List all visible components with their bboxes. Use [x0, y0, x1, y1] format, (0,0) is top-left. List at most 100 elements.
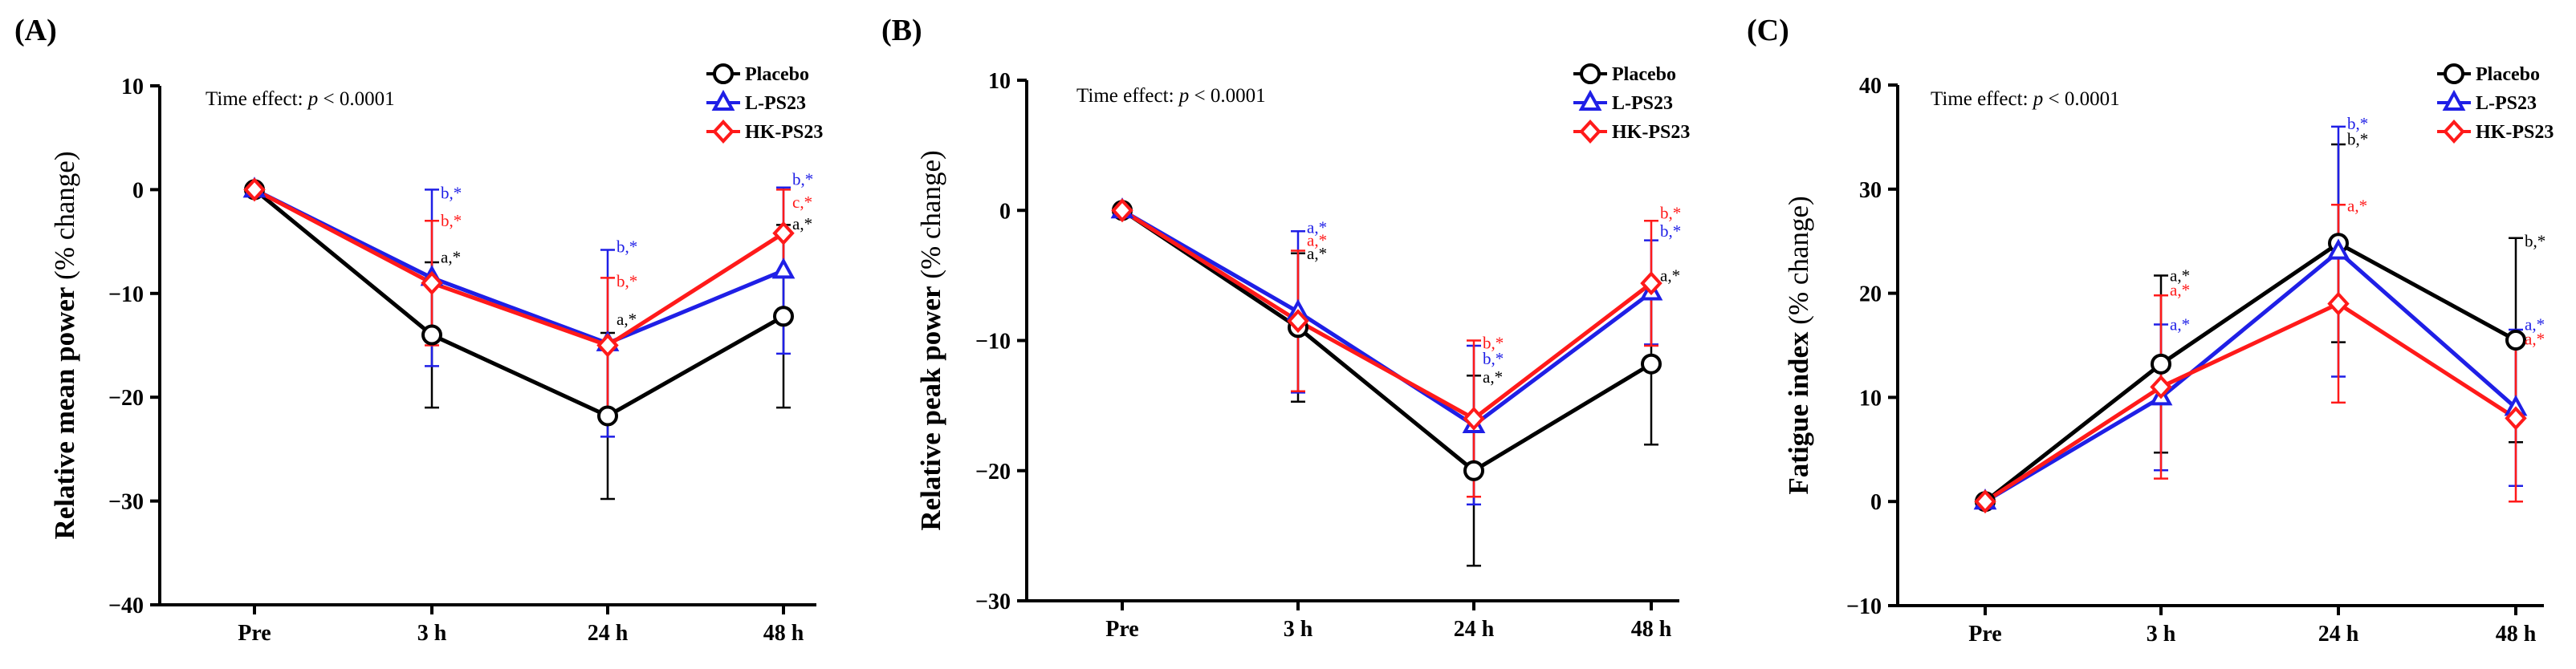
- significance-label: b,*: [617, 237, 637, 257]
- y-tick-label: 10: [988, 69, 1011, 94]
- significance-label: a,*: [1307, 217, 1327, 237]
- significance-label: a,*: [617, 310, 637, 329]
- significance-label: b,*: [617, 271, 637, 290]
- data-point-placebo: [597, 405, 618, 427]
- significance-label: b,*: [2347, 129, 2368, 148]
- data-point-placebo: [1463, 460, 1484, 481]
- data-point-hk-ps23: [243, 177, 266, 202]
- x-tick-label: Pre: [1105, 617, 1138, 642]
- significance-label: b,*: [1483, 334, 1504, 353]
- series-line-l-ps23: [253, 188, 784, 346]
- significance-label: a,*: [441, 248, 461, 267]
- significance-label: a,*: [2170, 315, 2190, 334]
- y-tick-label: −20: [975, 460, 1011, 485]
- legend-label: Placebo: [1612, 64, 1676, 85]
- series-line-placebo: [1121, 209, 1653, 473]
- series-line-placebo: [1984, 241, 2517, 504]
- y-axis-title-unit: (% change): [49, 152, 80, 287]
- legend-marker-circle-icon: [2444, 63, 2464, 84]
- legend: Placebo L-PS23 HK-PS23: [706, 63, 823, 144]
- series-line-placebo: [253, 188, 785, 418]
- panel-label: (A): [14, 14, 57, 47]
- errorbars-hk-ps23: [1291, 219, 1658, 498]
- data-point-l-ps23: [2326, 238, 2350, 260]
- time-effect-note: Time effect: p < 0.0001: [1931, 88, 2120, 110]
- time-effect-p: p: [307, 88, 319, 110]
- y-tick-label: 10: [121, 75, 144, 99]
- y-tick-label: −10: [108, 282, 144, 307]
- time-effect-value: < 0.0001: [318, 88, 394, 110]
- time-effect-note: Time effect: p < 0.0001: [1076, 85, 1266, 107]
- x-tick-label: 3 h: [2147, 622, 2176, 647]
- data-point-placebo: [773, 306, 794, 327]
- legend-marker-circle-icon: [713, 63, 734, 84]
- y-tick-label: 0: [1870, 490, 1882, 515]
- legend-label: Placebo: [745, 64, 809, 85]
- legend-marker-triangle-icon: [1578, 89, 1602, 111]
- significance-label: a,*: [2525, 315, 2545, 334]
- legend-marker-triangle-icon: [2442, 89, 2466, 111]
- data-point-hk-ps23: [421, 270, 443, 295]
- x-tick-label: 24 h: [1454, 617, 1495, 642]
- data-point-hk-ps23: [596, 333, 619, 358]
- series-line-hk-ps23: [1121, 209, 1653, 421]
- panel-label: (C): [1747, 14, 1789, 47]
- x-tick-label: 48 h: [763, 621, 804, 646]
- legend-marker-diamond-icon: [2443, 120, 2465, 144]
- legend-label: HK-PS23: [2476, 122, 2554, 143]
- y-axis-title-main: Relative mean power: [49, 287, 80, 540]
- series-line-hk-ps23: [253, 188, 785, 347]
- y-tick-label: 0: [999, 199, 1011, 224]
- panel-b: (B) 10 0 −10 −20 −30 Pre 3 h 24 h 48 h Relative pe…: [881, 14, 1690, 642]
- y-tick-label: −30: [975, 590, 1011, 614]
- y-axis-title: Relative peak power (% change): [915, 150, 946, 530]
- legend-marker-diamond-icon: [712, 120, 735, 144]
- legend-marker-triangle-icon: [711, 89, 735, 111]
- panel-c: (C) 40 30 20 10 0 −10 Pre 3 h 24 h 48 h Fatigue ind…: [1747, 14, 2554, 647]
- significance-label: a,*: [1307, 231, 1327, 250]
- data-point-placebo: [1641, 353, 1662, 375]
- y-tick-label: −40: [108, 594, 144, 618]
- y-tick-label: 40: [1859, 74, 1882, 99]
- data-point-hk-ps23: [1640, 271, 1662, 296]
- significance-label: a,*: [2525, 330, 2545, 349]
- panel-label: (B): [881, 14, 922, 47]
- data-point-hk-ps23: [772, 221, 795, 245]
- time-effect-p: p: [1178, 85, 1190, 107]
- legend-label: L-PS23: [1612, 93, 1673, 114]
- data-point-placebo: [2151, 353, 2171, 375]
- significance-label: a,*: [1483, 367, 1503, 387]
- x-tick-label: 48 h: [1631, 617, 1672, 642]
- x-tick-label: 3 h: [417, 621, 447, 646]
- series-line-l-ps23: [1121, 209, 1653, 428]
- time-effect-prefix: Time effect:: [206, 88, 308, 110]
- y-axis-title-main: Relative peak power: [915, 286, 946, 530]
- legend-label: HK-PS23: [745, 122, 823, 143]
- significance-label: a,*: [792, 214, 812, 233]
- time-effect-p: p: [2032, 88, 2044, 110]
- legend-label: L-PS23: [745, 93, 806, 114]
- y-axis-title-unit: (% change): [915, 150, 946, 286]
- legend: Placebo L-PS23 HK-PS23: [2437, 63, 2554, 144]
- x-tick-label: Pre: [238, 621, 271, 646]
- legend: Placebo L-PS23 HK-PS23: [1573, 63, 1690, 144]
- time-effect-prefix: Time effect:: [1076, 85, 1179, 107]
- significance-label: a,*: [1660, 266, 1680, 285]
- data-point-l-ps23: [771, 257, 796, 279]
- data-point-hk-ps23: [2505, 406, 2527, 431]
- y-axis-title-unit: (% change): [1783, 196, 1814, 331]
- legend-marker-circle-icon: [1580, 63, 1601, 84]
- significance-label: b,*: [2347, 114, 2368, 133]
- significance-label: a,*: [2170, 281, 2190, 300]
- significance-label: b,*: [1483, 349, 1504, 368]
- x-tick-label: 48 h: [2496, 622, 2537, 647]
- x-tick-label: 3 h: [1284, 617, 1313, 642]
- data-point-hk-ps23: [2327, 291, 2350, 316]
- significance-label: a,*: [2170, 266, 2190, 286]
- x-tick-label: Pre: [1968, 622, 2001, 647]
- y-tick-label: 10: [1859, 386, 1882, 411]
- series-line-hk-ps23: [1984, 302, 2517, 504]
- y-tick-label: −30: [108, 490, 144, 515]
- significance-label: b,*: [441, 183, 462, 202]
